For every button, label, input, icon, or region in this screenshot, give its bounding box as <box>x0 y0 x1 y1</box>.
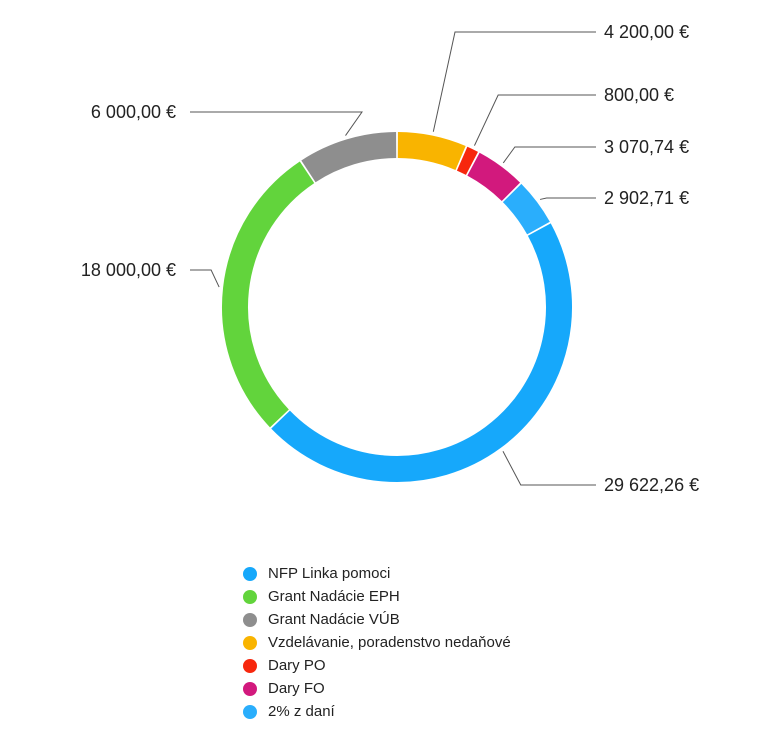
slice-3 <box>301 132 397 183</box>
data-label: 2 902,71 € <box>604 188 689 208</box>
legend-item: NFP Linka pomoci <box>243 562 511 585</box>
legend-swatch <box>243 681 257 696</box>
legend-label: Grant Nadácie VÚB <box>268 611 400 628</box>
legend-swatch <box>243 658 257 673</box>
data-label: 3 070,74 € <box>604 137 689 157</box>
legend-swatch <box>243 566 257 581</box>
leader-line <box>432 31 596 132</box>
legend-label: NFP Linka pomoci <box>268 565 391 582</box>
legend-label: Grant Nadácie EPH <box>268 588 400 605</box>
legend-item: Vzdelávanie, poradenstvo nedaňové <box>243 631 511 654</box>
legend-item: Dary PO <box>243 654 511 677</box>
data-label: 18 000,00 € <box>81 260 176 280</box>
data-label: 4 200,00 € <box>604 22 689 42</box>
legend-label: Dary PO <box>268 657 326 674</box>
legend-item: Grant Nadácie VÚB <box>243 608 511 631</box>
legend-swatch <box>243 704 257 719</box>
data-label: 800,00 € <box>604 85 674 105</box>
slice-7 <box>502 183 550 235</box>
slice-5 <box>456 146 478 175</box>
legend: NFP Linka pomoci Grant Nadácie EPH Grant N… <box>243 562 511 723</box>
legend-label: Vzdelávanie, poradenstvo nedaňové <box>268 634 511 651</box>
legend-item: Grant Nadácie EPH <box>243 585 511 608</box>
leader-line <box>473 94 596 146</box>
data-label: 6 000,00 € <box>91 102 176 122</box>
slice-4 <box>397 132 466 171</box>
legend-label: Dary FO <box>268 680 325 697</box>
leader-line <box>190 269 220 288</box>
slice-6 <box>467 152 521 202</box>
data-label: 29 622,26 € <box>604 475 699 495</box>
leader-line <box>539 197 596 200</box>
legend-item: Dary FO <box>243 677 511 700</box>
leader-line <box>190 111 363 136</box>
donut-chart: 6 000,00 € 4 200,00 € 800,00 € 3 070,74 € 2 … <box>81 22 699 495</box>
slice-2 <box>222 161 315 428</box>
leader-line <box>502 451 596 486</box>
legend-swatch <box>243 589 257 604</box>
leader-line <box>502 146 596 164</box>
legend-swatch <box>243 612 257 627</box>
legend-item: 2% z daní <box>243 700 511 723</box>
slice-1 <box>271 223 572 482</box>
legend-swatch <box>243 635 257 650</box>
legend-label: 2% z daní <box>268 703 335 720</box>
